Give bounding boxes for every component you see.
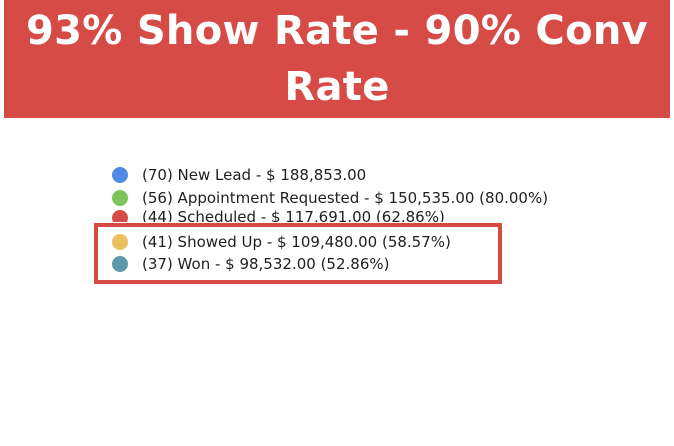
highlight-box xyxy=(94,223,502,284)
legend-dot xyxy=(112,234,128,250)
legend-item-label: (37) Won - $ 98,532.00 (52.86%) xyxy=(142,255,390,273)
legend-dot xyxy=(112,190,128,206)
legend-dot xyxy=(112,256,128,272)
legend-item-label: (41) Showed Up - $ 109,480.00 (58.57%) xyxy=(142,233,451,251)
legend-item-showed-up: (41) Showed Up - $ 109,480.00 (58.57%) xyxy=(112,231,451,253)
legend-item-label: (44) Scheduled - $ 117,691.00 (62.86%) xyxy=(142,208,445,222)
legend-item-appointment-requested: (56) Appointment Requested - $ 150,535.0… xyxy=(112,187,548,209)
legend-dot xyxy=(112,210,128,222)
legend-dot xyxy=(112,167,128,183)
legend-item-label: (56) Appointment Requested - $ 150,535.0… xyxy=(142,189,549,207)
legend-item-won: (37) Won - $ 98,532.00 (52.86%) xyxy=(112,253,389,275)
legend-item-scheduled: (44) Scheduled - $ 117,691.00 (62.86%) xyxy=(112,208,445,222)
banner-title: 93% Show Rate - 90% Conv Rate xyxy=(25,8,649,110)
legend-item-new-lead: (70) New Lead - $ 188,853.00 xyxy=(112,164,366,186)
legend-item-label: (70) New Lead - $ 188,853.00 xyxy=(142,166,367,184)
title-banner: 93% Show Rate - 90% Conv Rate xyxy=(4,0,670,118)
